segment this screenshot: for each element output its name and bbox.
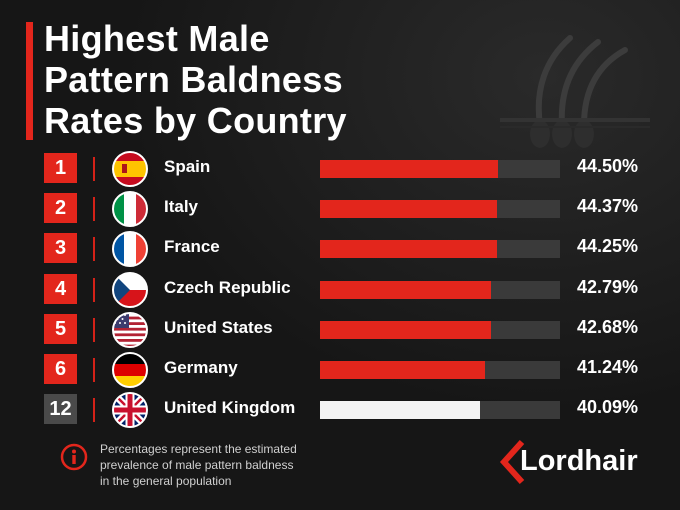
france-flag-icon	[112, 231, 148, 267]
ranking-row: 1 Spain 44.50%	[0, 151, 680, 187]
brand-name: Lordhair	[520, 445, 638, 477]
country-name: Spain	[164, 157, 211, 176]
value-label: 40.09%	[576, 397, 638, 417]
row-separator	[93, 278, 95, 302]
footnote-line-3: in the general population	[100, 474, 232, 488]
footnote-line-1: Percentages represent the estimated	[100, 442, 297, 456]
bar-track	[320, 240, 560, 258]
brand-logo: Lordhair	[498, 440, 644, 484]
bar	[320, 200, 497, 218]
bar	[320, 240, 497, 258]
uk-flag-icon	[112, 392, 148, 428]
rank-badge: 4	[44, 274, 77, 304]
bar-track	[320, 160, 560, 178]
rank-badge: 1	[44, 153, 77, 183]
ranking-row: 3 France 44.25%	[0, 231, 680, 267]
title-line-3: Rates by Country	[44, 100, 347, 141]
bar	[320, 361, 485, 379]
footnote-line-2: prevalence of male pattern baldness	[100, 458, 294, 472]
bar	[320, 160, 498, 178]
bar	[320, 401, 480, 419]
country-name: United States	[164, 318, 273, 337]
row-separator	[93, 197, 95, 221]
title-line-1: Highest Male	[44, 18, 270, 59]
ranking-row: 6 Germany 41.24%	[0, 352, 680, 388]
rank-badge: 2	[44, 193, 77, 223]
ranking-row: 4 Czech Republic 42.79%	[0, 272, 680, 308]
row-separator	[93, 157, 95, 181]
row-separator	[93, 358, 95, 382]
title-accent-bar	[26, 22, 33, 140]
row-separator	[93, 398, 95, 422]
value-label: 44.37%	[576, 196, 638, 216]
country-name: United Kingdom	[164, 398, 296, 417]
italy-flag-icon	[112, 191, 148, 227]
bar	[320, 281, 491, 299]
title-line-2: Pattern Baldness	[44, 59, 343, 100]
country-name: France	[164, 237, 220, 256]
row-separator	[93, 237, 95, 261]
spain-flag-icon	[112, 151, 148, 187]
ranking-row: 12 United Kingdom 40.09%	[0, 392, 680, 428]
bar	[320, 321, 491, 339]
value-label: 44.25%	[576, 236, 638, 256]
rank-badge: 5	[44, 314, 77, 344]
hair-follicle-illustration	[500, 35, 650, 148]
country-name: Czech Republic	[164, 278, 291, 297]
footnote: Percentages represent the estimated prev…	[100, 441, 310, 489]
usa-flag-icon	[112, 312, 148, 348]
value-label: 42.79%	[576, 277, 638, 297]
germany-flag-icon	[112, 352, 148, 388]
info-icon	[60, 443, 88, 471]
row-separator	[93, 318, 95, 342]
bar-track	[320, 361, 560, 379]
country-name: Italy	[164, 197, 199, 216]
rank-badge: 3	[44, 233, 77, 263]
ranking-row: 2 Italy 44.37%	[0, 191, 680, 227]
bar-track	[320, 401, 560, 419]
bar-track	[320, 200, 560, 218]
brand-chevron-icon	[499, 440, 525, 484]
page-title: Highest Male Pattern Baldness Rates by C…	[44, 18, 424, 141]
value-label: 42.68%	[576, 317, 638, 337]
rank-badge: 6	[44, 354, 77, 384]
bar-track	[320, 281, 560, 299]
value-label: 44.50%	[576, 156, 638, 176]
czech-flag-icon	[112, 272, 148, 308]
country-name: Germany	[164, 358, 238, 377]
bar-track	[320, 321, 560, 339]
value-label: 41.24%	[576, 357, 638, 377]
rank-badge: 12	[44, 394, 77, 424]
ranking-row: 5 United States 42.68%	[0, 312, 680, 348]
